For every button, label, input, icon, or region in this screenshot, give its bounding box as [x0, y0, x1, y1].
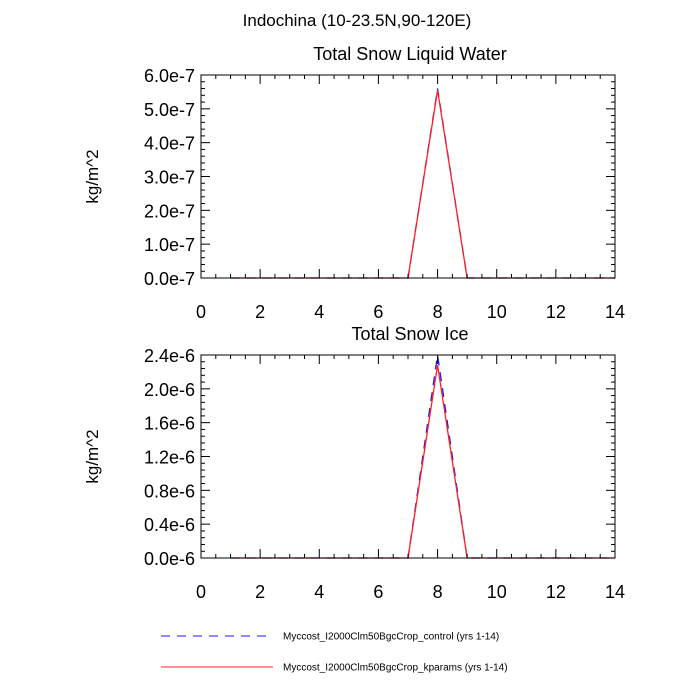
panel-title: Total Snow Ice — [351, 324, 468, 344]
series-group — [230, 354, 615, 559]
y-tick-label: 4.0e-7 — [144, 134, 195, 154]
y-tick-label: 1.2e-6 — [144, 448, 195, 468]
x-tick-label: 0 — [196, 582, 206, 602]
plot-frame — [200, 354, 616, 559]
y-tick-label: 6.0e-7 — [144, 66, 195, 86]
panel-title: Total Snow Liquid Water — [313, 44, 506, 64]
figure-title: Indochina (10-23.5N,90-120E) — [243, 11, 472, 30]
x-tick-label: 6 — [373, 302, 383, 322]
y-tick-label: 3.0e-7 — [144, 168, 195, 188]
x-tick-label: 14 — [605, 302, 625, 322]
y-tick-label: 0.4e-6 — [144, 515, 195, 535]
legend-label: Myccost_I2000Clm50BgcCrop_control (yrs 1… — [283, 632, 499, 643]
y-tick-label: 0.0e-7 — [144, 269, 195, 289]
y-axis-label: kg/m^2 — [83, 429, 102, 483]
x-tick-label: 6 — [373, 582, 383, 602]
y-tick-label: 0.8e-6 — [144, 481, 195, 501]
y-tick-label: 1.6e-6 — [144, 414, 195, 434]
x-tick-label: 12 — [546, 582, 566, 602]
panels: Total Snow Liquid Water kg/m^2 0 2 4 6 8 10 12 14… — [83, 44, 625, 602]
y-tick-label: 2.4e-6 — [144, 346, 195, 366]
x-tick-label: 12 — [546, 302, 566, 322]
x-tick-label: 4 — [314, 582, 324, 602]
x-tick-label: 2 — [255, 302, 265, 322]
x-tick-label: 10 — [487, 302, 507, 322]
ticks — [200, 354, 616, 559]
x-tick-label: 10 — [487, 582, 507, 602]
ticks — [200, 74, 616, 279]
y-tick-label: 1.0e-7 — [144, 235, 195, 255]
panel-1: Total Snow Liquid Water kg/m^2 0 2 4 6 8 10 12 14… — [83, 44, 625, 322]
x-tick-label: 14 — [605, 582, 625, 602]
panel-2: Total Snow Ice kg/m^2 0 2 4 6 8 10 12 14 0.0e-6 0.4… — [83, 324, 625, 602]
y-tick-label: 2.0e-6 — [144, 380, 195, 400]
x-tick-label: 4 — [314, 302, 324, 322]
x-tick-label: 8 — [433, 302, 443, 322]
y-axis-label: kg/m^2 — [83, 149, 102, 203]
y-tick-label: 5.0e-7 — [144, 100, 195, 120]
series-line-kparams — [230, 365, 615, 559]
series-group — [230, 88, 615, 279]
y-tick-label: 2.0e-7 — [144, 201, 195, 221]
legend: Myccost_I2000Clm50BgcCrop_control (yrs 1… — [161, 632, 508, 674]
x-tick-label: 0 — [196, 302, 206, 322]
plot-frame — [200, 74, 616, 279]
x-tick-label: 8 — [433, 582, 443, 602]
y-tick-label: 0.0e-6 — [144, 549, 195, 569]
x-tick-label: 2 — [255, 582, 265, 602]
series-line-kparams — [230, 90, 615, 279]
legend-label: Myccost_I2000Clm50BgcCrop_kparams (yrs 1… — [283, 663, 508, 674]
series-line-control — [230, 354, 615, 559]
